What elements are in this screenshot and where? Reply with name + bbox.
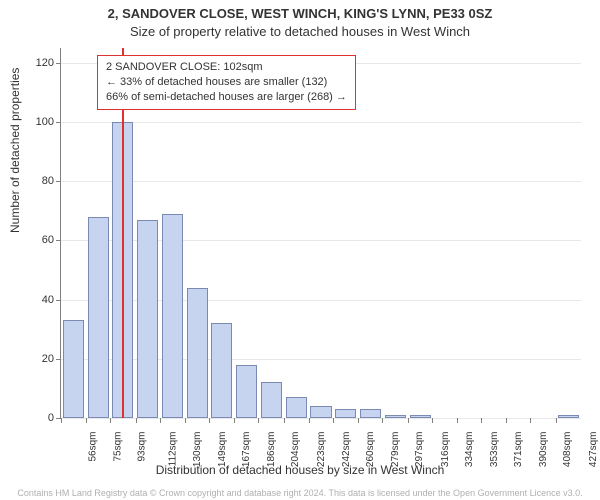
x-tick-label: 93sqm [137,432,148,462]
x-tick-label: 242sqm [341,432,352,468]
y-tick-label: 60 [14,234,54,246]
marker-legend-box: 2 SANDOVER CLOSE: 102sqm ← 33% of detach… [97,55,356,110]
x-tick-mark [258,418,259,423]
x-tick-label: 223sqm [316,432,327,468]
x-tick-label: 297sqm [414,432,425,468]
y-axis-title: Number of detached properties [8,68,22,233]
x-tick-label: 408sqm [562,432,573,468]
x-tick-mark [457,418,458,423]
x-tick-mark [481,418,482,423]
page-title-line2: Size of property relative to detached ho… [0,24,600,39]
histogram-bar [410,415,431,418]
y-tick-label: 0 [14,412,54,424]
histogram-bar [63,320,84,418]
y-tick-label: 120 [14,57,54,69]
x-tick-mark [530,418,531,423]
histogram-bar [335,409,356,418]
y-tick-label: 20 [14,353,54,365]
x-tick-label: 390sqm [538,432,549,468]
x-tick-mark [185,418,186,423]
histogram-bar [261,382,282,418]
histogram-bar [88,217,109,418]
x-tick-mark [61,418,62,423]
histogram-bar [558,415,579,418]
x-tick-mark [556,418,557,423]
x-tick-mark [234,418,235,423]
gridline [61,122,581,123]
y-tick-label: 100 [14,116,54,128]
x-tick-label: 130sqm [192,432,203,468]
x-tick-label: 167sqm [241,432,252,468]
y-tick-mark [56,122,61,123]
x-tick-mark [408,418,409,423]
x-tick-label: 260sqm [365,432,376,468]
histogram-bar [236,365,257,418]
x-tick-label: 353sqm [489,432,500,468]
histogram-bar [385,415,406,418]
x-tick-mark [333,418,334,423]
y-tick-mark [56,240,61,241]
x-tick-mark [136,418,137,423]
x-tick-mark [110,418,111,423]
legend-line-1: 2 SANDOVER CLOSE: 102sqm [106,60,347,75]
x-tick-label: 149sqm [217,432,228,468]
y-tick-mark [56,181,61,182]
x-tick-mark [284,418,285,423]
x-tick-mark [432,418,433,423]
histogram-bar [286,397,307,418]
x-tick-label: 112sqm [167,432,178,467]
legend-line-3: 66% of semi-detached houses are larger (… [106,90,347,105]
page-title-line1: 2, SANDOVER CLOSE, WEST WINCH, KING'S LY… [0,6,600,21]
x-tick-mark [506,418,507,423]
x-tick-mark [309,418,310,423]
x-tick-label: 186sqm [266,432,277,468]
y-tick-mark [56,300,61,301]
histogram-bar [137,220,158,418]
x-tick-mark [86,418,87,423]
footer-attribution: Contains HM Land Registry data © Crown c… [0,488,600,498]
histogram-bar [310,406,331,418]
x-tick-mark [382,418,383,423]
x-tick-mark [209,418,210,423]
gridline [61,181,581,182]
x-tick-label: 316sqm [440,432,451,468]
x-tick-mark [358,418,359,423]
x-tick-label: 427sqm [588,432,599,468]
x-tick-label: 371sqm [513,432,524,468]
x-tick-label: 56sqm [88,432,99,462]
x-tick-label: 204sqm [290,432,301,468]
legend-line-2: ← 33% of detached houses are smaller (13… [106,75,347,90]
histogram-bar [211,323,232,418]
x-tick-label: 279sqm [390,432,401,468]
x-tick-mark [160,418,161,423]
y-tick-label: 80 [14,175,54,187]
histogram-bar [360,409,381,418]
histogram-bar [187,288,208,418]
y-tick-mark [56,63,61,64]
x-tick-label: 334sqm [464,432,475,468]
gridline [61,418,581,419]
histogram-bar [162,214,183,418]
y-tick-mark [56,359,61,360]
x-tick-label: 75sqm [113,432,124,462]
y-tick-label: 40 [14,294,54,306]
